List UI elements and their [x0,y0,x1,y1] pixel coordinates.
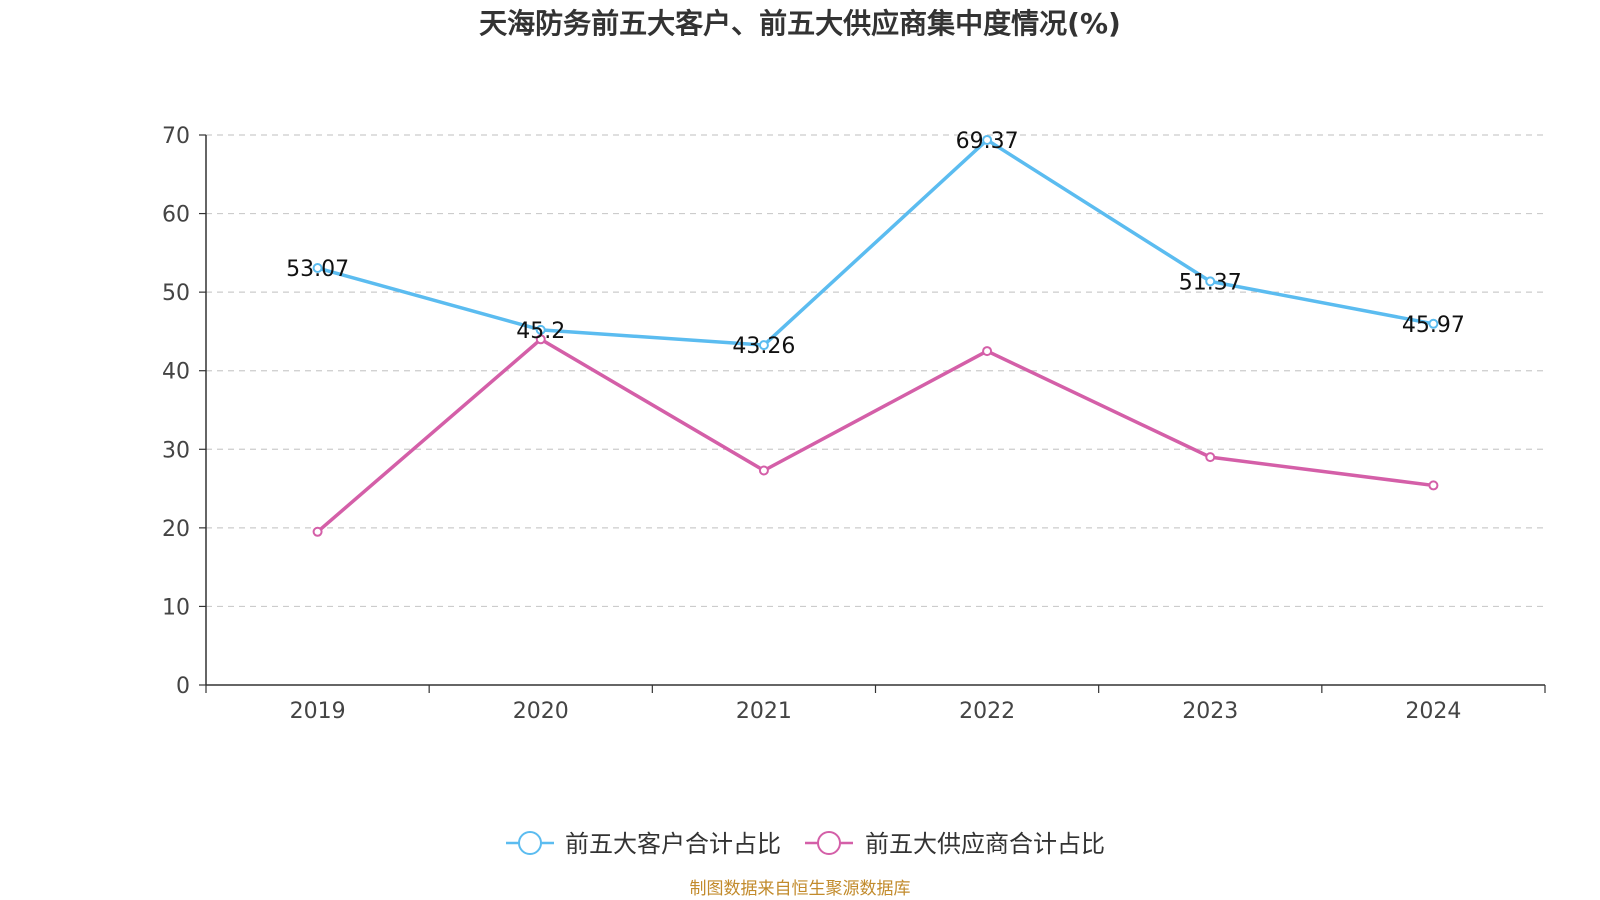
series-line-1 [316,337,1434,534]
data-point-0-0 [312,263,323,274]
x-tick-label: 2019 [290,699,346,724]
legend[interactable]: 前五大客户合计占比 前五大供应商合计占比 [506,830,1105,858]
y-tick-label: 20 [162,517,190,542]
data-point-1-3 [982,346,993,357]
y-tick-label: 60 [162,203,190,228]
data-label: 53.07 [286,257,349,282]
y-tick-label: 40 [162,360,190,385]
data-point-1-4 [1205,452,1216,463]
data-point-1-5 [1428,480,1439,491]
legend-item-0[interactable]: 前五大客户合计占比 [506,830,781,858]
legend-label-0: 前五大客户合计占比 [565,830,781,858]
data-label: 69.37 [956,129,1019,154]
data-label: 45.2 [516,319,565,344]
series-1 [312,334,1439,537]
data-label: 51.37 [1179,270,1242,295]
data-point-1-2 [758,465,769,476]
data-label: 43.26 [732,334,795,359]
data-point-0-2 [758,340,769,351]
chart-title: 天海防务前五大客户、前五大供应商集中度情况(%) [479,7,1121,40]
x-tick-label: 2023 [1182,699,1238,724]
x-tick-labels: 2019 2020 2021 2022 2023 2024 [290,699,1462,724]
legend-item-1[interactable]: 前五大供应商合计占比 [805,830,1105,858]
data-point-0-4 [1205,276,1216,287]
series-line-0 [317,138,1434,347]
series-0 [312,134,1439,351]
y-tick-labels: 0 10 20 30 40 50 60 70 [162,124,190,699]
grid-lines [206,134,1545,608]
source-note: 制图数据来自恒生聚源数据库 [690,879,911,899]
legend-label-1: 前五大供应商合计占比 [865,830,1105,858]
legend-marker-1 [817,831,841,855]
y-tick-label: 10 [162,595,190,620]
data-point-0-5 [1428,318,1439,329]
data-point-1-0 [312,526,323,537]
y-tick-label: 70 [162,124,190,149]
data-labels: 53.07 45.2 43.26 69.37 51.37 45.97 [286,129,1465,359]
x-tick-label: 2022 [959,699,1015,724]
x-tick-label: 2021 [736,699,792,724]
y-tick-label: 50 [162,281,190,306]
data-label: 45.97 [1402,313,1465,338]
y-tick-label: 30 [162,438,190,463]
series-layer: 53.07 45.2 43.26 69.37 51.37 45.97 [286,129,1465,537]
legend-marker-0 [518,831,542,855]
data-point-0-3 [982,134,993,145]
axes [199,134,1546,693]
x-tick-label: 2024 [1405,699,1461,724]
y-tick-label: 0 [176,674,190,699]
x-tick-label: 2020 [513,699,569,724]
data-point-1-1 [535,334,546,345]
data-point-0-1 [535,324,546,335]
